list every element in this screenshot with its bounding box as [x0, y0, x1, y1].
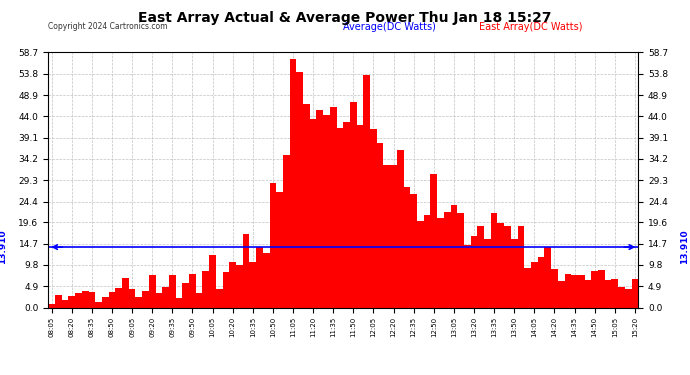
Bar	[68, 296, 75, 307]
Bar	[524, 268, 531, 308]
Bar	[75, 292, 82, 308]
Bar	[625, 289, 631, 308]
Bar	[404, 186, 411, 308]
Bar	[337, 128, 344, 308]
Bar	[55, 295, 61, 307]
Bar	[115, 288, 122, 308]
Bar	[564, 274, 571, 308]
Bar	[323, 116, 330, 308]
Bar	[303, 104, 310, 308]
Bar	[135, 297, 142, 307]
Bar	[484, 238, 491, 308]
Bar	[317, 110, 323, 308]
Bar	[598, 270, 604, 308]
Bar	[202, 271, 209, 308]
Bar	[270, 183, 276, 308]
Bar	[61, 300, 68, 307]
Bar	[249, 262, 256, 308]
Bar	[142, 291, 149, 308]
Bar	[618, 287, 625, 308]
Bar	[424, 214, 431, 308]
Bar	[531, 262, 538, 308]
Bar	[457, 213, 464, 308]
Text: 13.910: 13.910	[680, 230, 689, 264]
Bar	[551, 269, 558, 308]
Bar	[431, 174, 437, 308]
Bar	[558, 281, 564, 308]
Bar	[497, 222, 504, 308]
Bar	[511, 239, 518, 308]
Bar	[397, 150, 404, 308]
Bar	[176, 298, 182, 307]
Bar	[544, 247, 551, 308]
Bar	[182, 283, 189, 308]
Text: East Array(DC Watts): East Array(DC Watts)	[479, 22, 582, 32]
Bar	[591, 272, 598, 308]
Bar	[276, 192, 283, 308]
Bar	[216, 289, 223, 308]
Bar	[444, 213, 451, 308]
Bar	[102, 297, 108, 307]
Bar	[357, 125, 364, 308]
Bar	[631, 279, 638, 308]
Bar	[223, 272, 229, 308]
Bar	[391, 165, 397, 308]
Bar	[283, 155, 290, 308]
Bar	[169, 274, 176, 308]
Bar	[377, 143, 384, 308]
Bar	[236, 266, 243, 308]
Bar	[584, 280, 591, 308]
Bar	[578, 275, 584, 308]
Bar	[95, 302, 102, 307]
Bar	[477, 226, 484, 308]
Bar	[48, 304, 55, 307]
Bar	[209, 255, 216, 308]
Text: Copyright 2024 Cartronics.com: Copyright 2024 Cartronics.com	[48, 22, 168, 31]
Bar	[82, 291, 88, 308]
Bar	[451, 205, 457, 308]
Bar	[571, 274, 578, 308]
Bar	[189, 274, 196, 308]
Bar	[155, 293, 162, 308]
Bar	[296, 72, 303, 308]
Bar	[437, 218, 444, 308]
Bar	[196, 293, 202, 308]
Bar	[122, 278, 129, 308]
Bar	[370, 129, 377, 308]
Bar	[263, 254, 270, 308]
Bar	[384, 165, 391, 308]
Bar	[417, 220, 424, 308]
Bar	[88, 292, 95, 308]
Bar	[471, 236, 477, 308]
Bar	[604, 280, 611, 308]
Bar	[464, 245, 471, 308]
Bar	[290, 59, 296, 308]
Bar	[611, 279, 618, 308]
Bar	[350, 102, 357, 308]
Bar	[538, 256, 544, 307]
Bar	[491, 213, 497, 308]
Bar	[243, 234, 249, 308]
Bar	[518, 226, 524, 308]
Bar	[411, 194, 417, 308]
Bar	[162, 287, 169, 308]
Bar	[364, 75, 370, 308]
Text: East Array Actual & Average Power Thu Jan 18 15:27: East Array Actual & Average Power Thu Ja…	[138, 11, 552, 25]
Bar	[129, 289, 135, 308]
Bar	[149, 275, 155, 308]
Bar	[330, 107, 337, 307]
Text: Average(DC Watts): Average(DC Watts)	[344, 22, 436, 32]
Text: 13.910: 13.910	[0, 230, 7, 264]
Bar	[229, 262, 236, 308]
Bar	[504, 226, 511, 308]
Bar	[344, 122, 350, 308]
Bar	[256, 247, 263, 308]
Bar	[108, 292, 115, 308]
Bar	[310, 119, 317, 308]
